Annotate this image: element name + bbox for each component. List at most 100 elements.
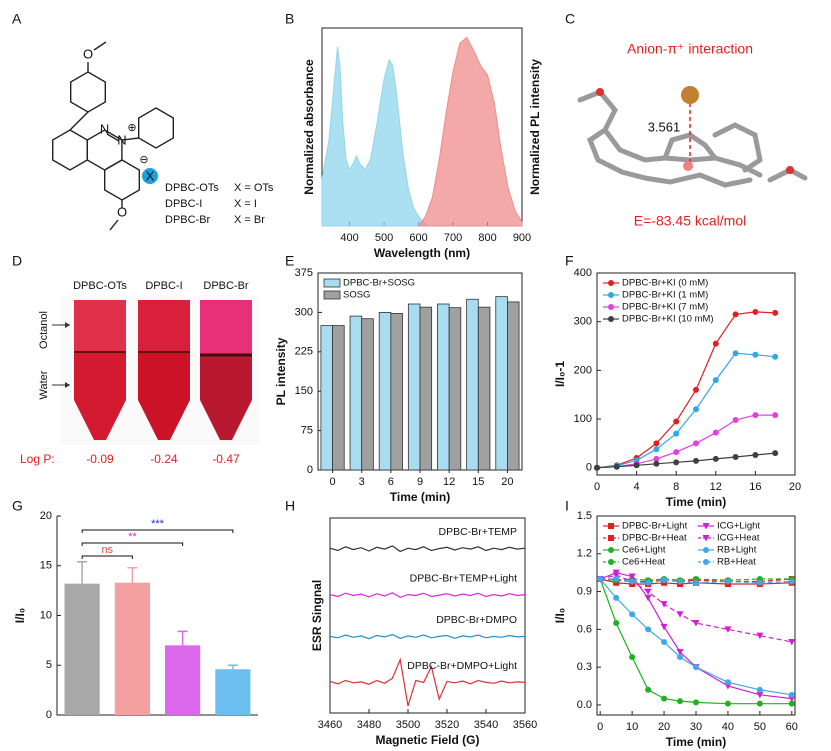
marker (676, 649, 684, 656)
stick (712, 122, 763, 173)
y-tick-label: 10 (40, 609, 52, 621)
bar (165, 645, 201, 715)
octanol-layer (200, 300, 252, 355)
y-tick-label: 0 (46, 709, 52, 721)
marker (693, 406, 699, 413)
series-label: DPBC-Br+TEMP (439, 526, 517, 538)
marker (608, 535, 614, 541)
marker (788, 638, 796, 646)
marker (608, 547, 614, 553)
x-tick-label: 10 (626, 721, 638, 733)
marker (752, 412, 759, 419)
compound-name: DPBC-I (165, 198, 202, 210)
panel-label: A (12, 11, 22, 27)
arrowhead (65, 382, 70, 388)
compound-formula: X = OTs (234, 182, 274, 194)
marker (732, 416, 739, 423)
marker (756, 691, 764, 699)
bar (507, 301, 520, 471)
marker (677, 578, 684, 585)
marker (608, 292, 614, 298)
marker (644, 588, 652, 596)
x-tick-label: 900 (513, 232, 531, 244)
y-tick-label: 1.2 (577, 548, 592, 560)
legend-label: Ce6+Heat (622, 557, 665, 568)
x-axis-label: Time (min) (666, 495, 726, 509)
frame (329, 517, 526, 714)
x-tick-label: 600 (409, 232, 427, 244)
y-tick-label: 0 (586, 462, 592, 474)
legend-label: DPBC-Br+SOSG (343, 278, 415, 289)
panel-label: I (565, 498, 569, 514)
x-tick-label: 50 (754, 721, 766, 733)
legend-label: DPBC-Br+Heat (622, 533, 687, 544)
marker (772, 309, 779, 316)
phase-label: Water (38, 370, 50, 399)
marker (677, 654, 684, 661)
marker (712, 377, 719, 384)
marker (692, 620, 700, 627)
marker (608, 559, 614, 565)
legend-label: RB+Light (717, 545, 757, 556)
marker (703, 559, 709, 565)
x-tick-label: 400 (340, 232, 358, 244)
water-layer (200, 355, 252, 440)
bar (495, 296, 508, 471)
compound-formula: X = Br (234, 214, 265, 226)
y-tick-label: 0.3 (577, 661, 592, 673)
area (321, 46, 431, 227)
significance-bracket (81, 529, 234, 533)
charge: ⊕ (127, 122, 136, 134)
water-layer (138, 352, 190, 440)
marker (772, 450, 779, 457)
stick (577, 89, 763, 178)
y-tick-label: 150 (295, 385, 313, 397)
bar (437, 303, 450, 471)
bond (106, 133, 120, 142)
x-tick-label: 15 (472, 476, 484, 488)
bar (64, 583, 100, 715)
x-tick-label: 20 (658, 721, 670, 733)
marker (653, 446, 660, 453)
y-tick-label: 225 (295, 346, 313, 358)
atom: O (83, 46, 93, 61)
marker (661, 638, 668, 645)
x-tick-label: 0 (330, 476, 336, 488)
y-tick-label: 400 (574, 267, 592, 279)
marker (645, 579, 652, 586)
marker (693, 386, 699, 393)
y-tick-label: 15 (40, 560, 52, 572)
marker (724, 578, 731, 585)
line (600, 578, 792, 585)
marker (661, 577, 668, 584)
marker (608, 304, 614, 310)
error-bar (77, 561, 88, 584)
bar (349, 315, 363, 471)
x-axis-label: Magnetic Field (G) (375, 733, 479, 747)
marker (693, 579, 699, 586)
marker (597, 575, 604, 582)
line (596, 414, 776, 469)
marker (693, 440, 699, 447)
y-tick-label: 75 (301, 425, 313, 437)
marker (702, 535, 710, 542)
marker (676, 611, 684, 618)
log-p: -0.47 (212, 452, 240, 466)
y-tick-label: 0 (307, 464, 313, 476)
x-tick-label: 3480 (357, 719, 381, 731)
marker (653, 440, 660, 447)
octanol-layer (138, 300, 190, 352)
significance-label: *** (151, 518, 165, 530)
bar (361, 318, 374, 471)
marker (756, 632, 764, 640)
area (417, 36, 523, 227)
bar (378, 311, 392, 471)
x-tick-label: 3520 (435, 719, 459, 731)
x-tick-label: 9 (417, 476, 423, 488)
marker (645, 626, 652, 633)
water-layer (74, 352, 126, 440)
line (596, 311, 776, 469)
marker (732, 453, 739, 460)
marker (756, 686, 763, 693)
ring (69, 71, 107, 113)
